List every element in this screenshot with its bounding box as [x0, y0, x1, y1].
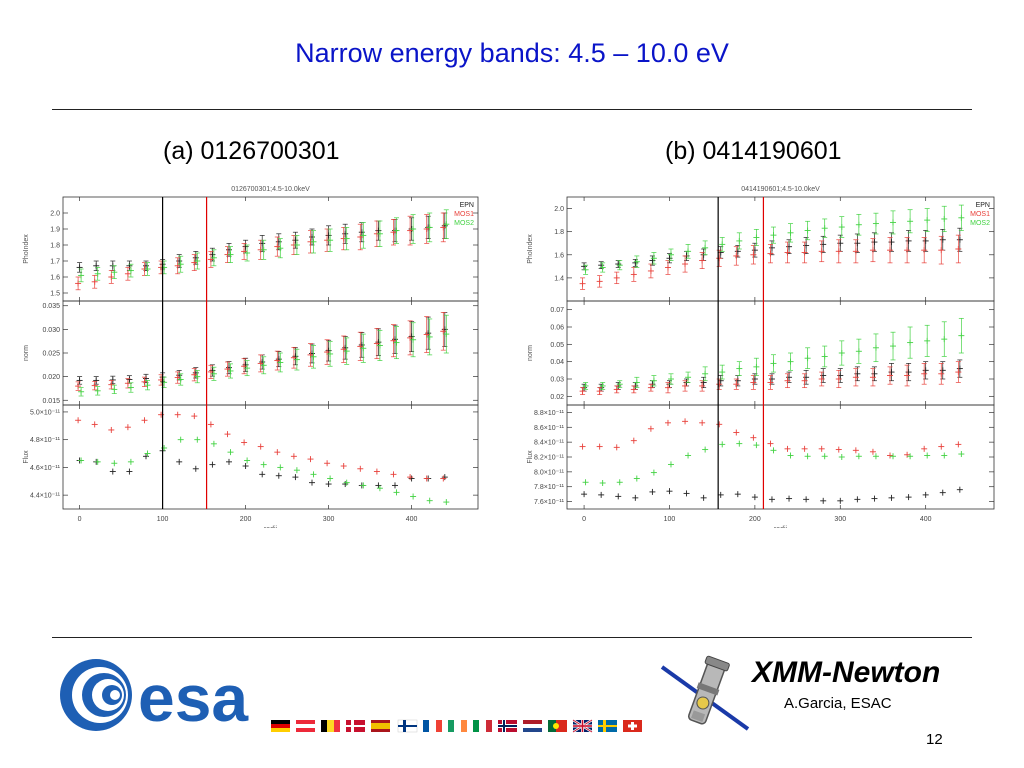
legend-entry: MOS2: [970, 220, 990, 227]
x-axis-label: radii: [774, 526, 788, 528]
y-tick-label: 7.8×10⁻¹¹: [534, 484, 565, 491]
panel-frame: [62, 300, 479, 406]
legend-entry: EPN: [460, 202, 474, 209]
y-tick-label: 1.8: [50, 243, 60, 250]
y-tick-label: 2.0: [50, 211, 60, 218]
x-tick-label: 400: [406, 516, 418, 523]
y-axis-label: norm: [23, 345, 30, 361]
member-flags: [271, 718, 642, 734]
chart-b-subtitle: (b) 0414190601: [665, 137, 842, 165]
flag-italy-icon: [473, 720, 492, 732]
y-tick-label: 0.015: [42, 398, 60, 405]
y-tick-label: 8.0×10⁻¹¹: [534, 469, 565, 476]
y-tick-label: 0.06: [550, 325, 564, 332]
y-axis-label: norm: [527, 345, 534, 361]
y-tick-label: 8.8×10⁻¹¹: [534, 410, 565, 417]
flag-austria-icon: [296, 720, 315, 732]
esa-logo: esa: [60, 659, 249, 735]
y-tick-label: 8.4×10⁻¹¹: [534, 440, 565, 447]
esa-spiral-icon: [60, 659, 132, 731]
chart-b: 0414190601;4.5-10.0keV 1.4 1.6 1.8 2.0 PhoInd…: [527, 186, 995, 528]
y-tick-label: 0.04: [550, 359, 564, 366]
y-tick-label: 0.035: [42, 303, 60, 310]
flag-france-icon: [423, 720, 442, 732]
legend-entry: MOS1: [454, 211, 474, 218]
xmm-newton-brand: XMM-Newton: [752, 656, 941, 689]
y-tick-label: 0.020: [42, 374, 60, 381]
x-tick-label: 400: [920, 516, 932, 523]
flag-finland-icon: [397, 719, 418, 733]
x-tick-label: 200: [749, 516, 761, 523]
chart-a: 0126700301;4.5-10.0keV 1.5 1.6 1.7 1.8 1.9 2.0…: [23, 186, 479, 528]
y-tick-label: 4.6×10⁻¹¹: [30, 465, 61, 472]
y-tick-label: 7.6×10⁻¹¹: [534, 499, 565, 506]
legend-entry: MOS2: [454, 220, 474, 227]
y-tick-label: 1.6: [50, 275, 60, 282]
flag-germany-icon: [271, 720, 290, 732]
chart-a-subtitle: (a) 0126700301: [163, 137, 340, 165]
x-axis-label: radii: [264, 526, 278, 528]
page-number: 12: [926, 731, 943, 748]
flag-netherlands-icon: [523, 720, 542, 732]
flag-spain-icon: [371, 720, 390, 732]
esa-wordmark: esa: [138, 661, 249, 735]
panel-frame: [566, 196, 995, 302]
legend-entry: EPN: [976, 202, 990, 209]
y-tick-label: 1.5: [50, 291, 60, 298]
y-tick-label: 1.9: [50, 227, 60, 234]
x-tick-label: 100: [664, 516, 676, 523]
y-tick-label: 8.2×10⁻¹¹: [534, 455, 565, 462]
x-tick-label: 300: [834, 516, 846, 523]
legend-entry: MOS1: [970, 211, 990, 218]
flag-portugal-icon: [548, 720, 567, 732]
y-tick-label: 1.6: [554, 252, 564, 259]
y-tick-label: 5.0×10⁻¹¹: [30, 409, 61, 416]
flag-sweden-icon: [598, 720, 617, 732]
y-tick-label: 1.8: [554, 229, 564, 236]
y-tick-label: 4.4×10⁻¹¹: [30, 493, 61, 500]
y-tick-label: 1.7: [50, 259, 60, 266]
y-tick-label: 1.4: [554, 275, 564, 282]
x-tick-label: 0: [78, 516, 82, 523]
panel-frame: [566, 404, 995, 510]
satellite-icon: [660, 655, 750, 731]
y-tick-label: 0.05: [550, 342, 564, 349]
chart-title: 0126700301;4.5-10.0keV: [231, 186, 310, 193]
panel-frame: [62, 404, 479, 510]
bottom-divider: [52, 637, 972, 638]
top-divider: [52, 109, 972, 110]
y-axis-label: PhoIndex: [527, 234, 534, 264]
flag-ireland-icon: [448, 720, 467, 732]
chart-title: 0414190601;4.5-10.0keV: [741, 186, 820, 193]
author-credit: A.Garcia, ESAC: [784, 695, 892, 712]
y-tick-label: 8.6×10⁻¹¹: [534, 425, 565, 432]
x-tick-label: 200: [240, 516, 252, 523]
slide-title: Narrow energy bands: 4.5 – 10.0 eV: [295, 38, 729, 68]
flag-belgium-icon: [321, 720, 340, 732]
flag-switzerland-icon: [623, 720, 642, 732]
y-axis-label: PhoIndex: [23, 234, 30, 264]
y-tick-label: 0.03: [550, 377, 564, 384]
y-tick-label: 2.0: [554, 206, 564, 213]
flag-uk-icon: [572, 718, 593, 734]
y-tick-label: 4.8×10⁻¹¹: [30, 437, 61, 444]
y-tick-label: 0.025: [42, 351, 60, 358]
flag-denmark-icon: [346, 720, 365, 732]
y-axis-label: Flux: [23, 450, 30, 464]
panel-frame: [62, 196, 479, 302]
y-axis-label: Flux: [527, 450, 534, 464]
x-tick-label: 100: [157, 516, 169, 523]
y-tick-label: 0.07: [550, 307, 564, 314]
x-tick-label: 0: [582, 516, 586, 523]
x-tick-label: 300: [323, 516, 335, 523]
y-tick-label: 0.030: [42, 327, 60, 334]
flag-norway-icon: [498, 720, 517, 732]
y-tick-label: 0.02: [550, 394, 564, 401]
